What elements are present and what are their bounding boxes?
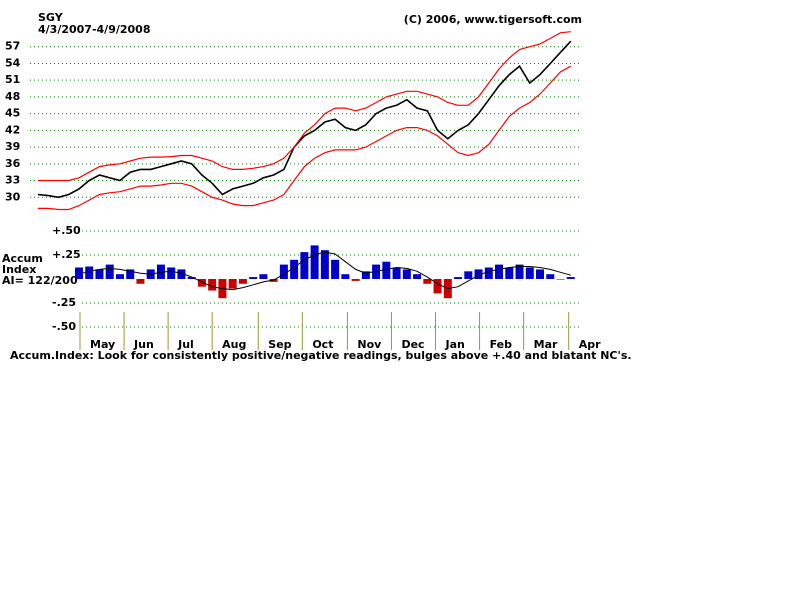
caption: Accum.Index: Look for consistently posit… — [10, 349, 632, 362]
bar — [177, 269, 186, 279]
bar — [402, 269, 411, 279]
y-tick-label: +.25 — [52, 248, 81, 261]
bar — [167, 267, 176, 279]
x-tick-label: Nov — [357, 338, 382, 351]
bar — [382, 261, 391, 279]
x-tick-label: Oct — [312, 338, 333, 351]
y-axis-label: Index — [2, 263, 36, 276]
bar — [331, 259, 340, 279]
bar — [249, 277, 258, 279]
annotation: AI= 122/200 — [2, 274, 78, 287]
line — [38, 65, 572, 211]
y-tick-label: 42 — [5, 123, 20, 136]
bar — [423, 279, 432, 284]
bar — [341, 274, 350, 279]
bar — [495, 264, 504, 279]
x-tick-label: Jun — [133, 338, 154, 351]
bar — [433, 279, 442, 294]
y-tick-label: 30 — [5, 190, 21, 203]
y-tick-label: -.25 — [52, 296, 76, 309]
bar — [515, 264, 524, 279]
bar — [136, 279, 145, 284]
y-tick-label: 36 — [5, 157, 21, 170]
bar — [300, 252, 309, 279]
line — [38, 31, 571, 182]
bar — [310, 245, 319, 279]
y-tick-label: -.50 — [52, 320, 76, 333]
y-tick-label: +.50 — [52, 224, 81, 237]
bar — [115, 274, 124, 279]
y-tick-label: 45 — [5, 107, 20, 120]
x-tick-label: Dec — [401, 338, 424, 351]
bar — [290, 259, 299, 279]
source: (C) 2006, www.tigersoft.com — [404, 13, 582, 26]
y-tick-label: 54 — [5, 56, 21, 69]
bar — [546, 274, 555, 279]
bar — [474, 269, 483, 279]
bar — [525, 267, 534, 279]
x-tick-label: Mar — [534, 338, 558, 351]
bar — [259, 274, 268, 279]
y-tick-label: 57 — [5, 40, 20, 53]
bar — [85, 266, 94, 279]
x-tick-label: Feb — [490, 338, 513, 351]
bar — [505, 267, 514, 279]
line — [78, 251, 571, 291]
bar — [197, 279, 206, 287]
bar — [566, 277, 575, 279]
bar — [536, 269, 545, 279]
bar — [74, 267, 83, 279]
bar — [464, 271, 473, 279]
bar — [187, 277, 196, 279]
y-axis-label: Accum — [2, 252, 43, 265]
bar — [238, 279, 247, 284]
x-tick-label: Sep — [268, 338, 291, 351]
y-tick-label: 33 — [5, 174, 20, 187]
x-tick-label: Apr — [579, 338, 601, 351]
y-tick-label: 39 — [5, 140, 20, 153]
bar — [105, 264, 114, 279]
bar — [208, 279, 217, 291]
bar — [320, 250, 329, 279]
bar — [454, 277, 463, 279]
x-tick-label: Jan — [445, 338, 465, 351]
y-tick-label: 48 — [5, 90, 20, 103]
bar — [361, 271, 370, 279]
bar — [228, 279, 237, 289]
bar — [351, 279, 360, 281]
y-tick-label: 51 — [5, 73, 20, 86]
chart-subtitle: 4/3/2007-4/9/2008 — [38, 23, 150, 36]
x-tick-label: Aug — [222, 338, 246, 351]
x-tick-label: Jul — [177, 338, 194, 351]
x-tick-label: May — [90, 338, 115, 351]
bar — [392, 267, 401, 279]
bar — [556, 279, 565, 280]
bar — [95, 269, 104, 279]
bar — [484, 267, 493, 279]
bar — [279, 264, 288, 279]
bar — [413, 274, 422, 279]
bar — [126, 269, 135, 279]
line — [37, 40, 572, 199]
chart-title: SGY — [38, 11, 64, 24]
